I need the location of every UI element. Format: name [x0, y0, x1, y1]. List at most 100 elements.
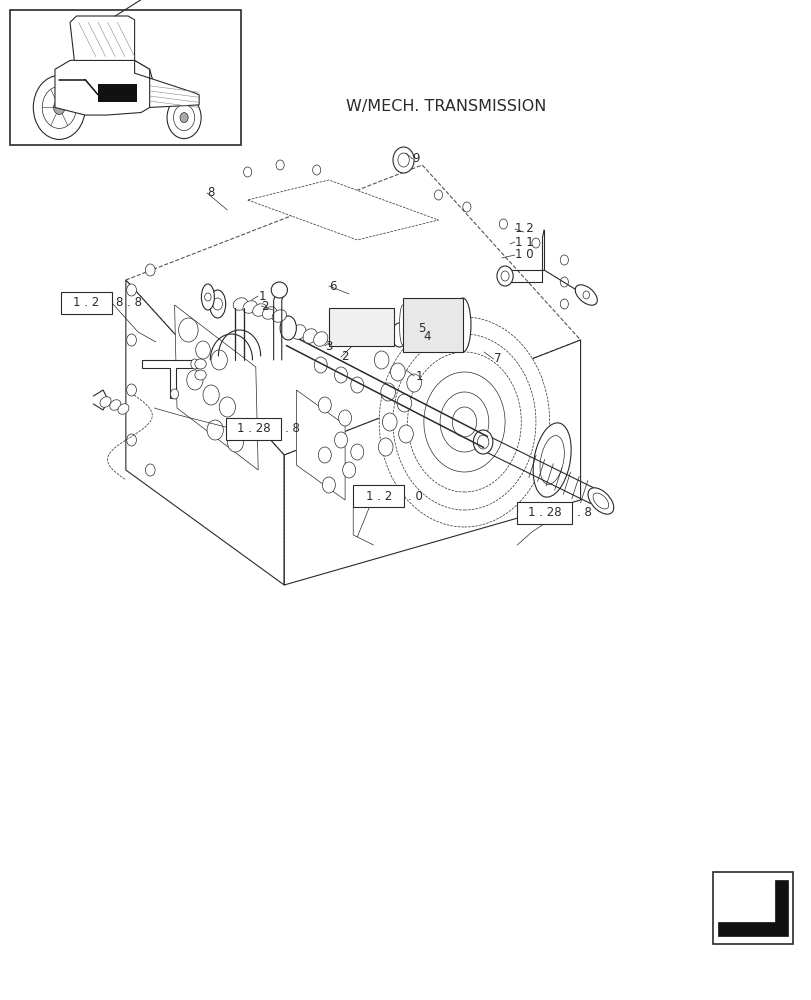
Circle shape: [334, 432, 347, 448]
Circle shape: [204, 293, 211, 301]
Text: 1: 1: [415, 369, 423, 382]
Ellipse shape: [242, 301, 257, 313]
Circle shape: [195, 341, 210, 359]
Circle shape: [334, 367, 347, 383]
Circle shape: [127, 434, 136, 446]
Circle shape: [318, 397, 331, 413]
Ellipse shape: [424, 338, 439, 352]
Ellipse shape: [313, 332, 328, 346]
Circle shape: [407, 352, 521, 492]
Ellipse shape: [195, 370, 206, 380]
Text: . 0: . 0: [408, 489, 423, 502]
Polygon shape: [296, 390, 345, 500]
Polygon shape: [174, 305, 258, 470]
Bar: [328, 308, 393, 346]
Ellipse shape: [412, 334, 427, 348]
Ellipse shape: [303, 329, 317, 343]
Polygon shape: [284, 340, 580, 585]
Polygon shape: [126, 280, 284, 585]
Ellipse shape: [587, 488, 613, 514]
Circle shape: [127, 384, 136, 396]
Circle shape: [174, 105, 195, 131]
Circle shape: [145, 264, 155, 276]
Text: 1 . 28: 1 . 28: [527, 506, 561, 520]
Circle shape: [203, 385, 219, 405]
Circle shape: [342, 462, 355, 478]
Text: 4: 4: [423, 330, 431, 344]
Circle shape: [127, 284, 136, 296]
Circle shape: [382, 413, 397, 431]
Polygon shape: [717, 880, 787, 936]
Circle shape: [560, 255, 568, 265]
Circle shape: [227, 432, 243, 452]
Bar: [225, 418, 281, 440]
Ellipse shape: [262, 307, 277, 319]
Circle shape: [560, 277, 568, 287]
Ellipse shape: [391, 323, 407, 347]
Bar: [517, 502, 572, 524]
Ellipse shape: [271, 282, 287, 298]
Circle shape: [178, 318, 198, 342]
Circle shape: [207, 420, 223, 440]
Circle shape: [423, 372, 504, 472]
Circle shape: [500, 271, 508, 281]
Circle shape: [219, 397, 235, 417]
Circle shape: [145, 464, 155, 476]
Circle shape: [393, 334, 535, 510]
Text: 3: 3: [324, 340, 332, 353]
Text: 9: 9: [412, 152, 419, 165]
Circle shape: [42, 86, 76, 128]
Text: . 8: . 8: [285, 422, 299, 435]
Ellipse shape: [233, 298, 247, 310]
Circle shape: [531, 238, 539, 248]
Ellipse shape: [252, 304, 267, 316]
Circle shape: [406, 374, 421, 392]
Ellipse shape: [592, 493, 608, 509]
Text: W/MECH. TRANSMISSION: W/MECH. TRANSMISSION: [346, 100, 546, 114]
Circle shape: [167, 97, 201, 139]
Circle shape: [170, 389, 178, 399]
Bar: [712, 872, 792, 944]
Circle shape: [318, 447, 331, 463]
Ellipse shape: [201, 284, 214, 310]
Ellipse shape: [400, 331, 414, 345]
Ellipse shape: [195, 359, 206, 369]
Circle shape: [191, 359, 199, 369]
Circle shape: [440, 392, 488, 452]
Circle shape: [374, 351, 388, 369]
Circle shape: [434, 190, 442, 200]
Text: . 8: . 8: [576, 506, 590, 520]
Bar: [61, 292, 112, 314]
Circle shape: [379, 317, 549, 527]
Polygon shape: [55, 58, 156, 115]
Circle shape: [212, 298, 222, 310]
Bar: [353, 485, 404, 507]
Text: 1 2: 1 2: [514, 223, 533, 235]
Circle shape: [393, 147, 414, 173]
Circle shape: [390, 363, 405, 381]
Circle shape: [187, 370, 203, 390]
Ellipse shape: [100, 397, 111, 407]
Text: 8 . 8: 8 . 8: [116, 296, 142, 309]
Polygon shape: [70, 16, 135, 60]
Circle shape: [350, 444, 363, 460]
Ellipse shape: [280, 316, 296, 340]
Ellipse shape: [399, 305, 406, 345]
Ellipse shape: [539, 436, 564, 484]
Text: 1 . 28: 1 . 28: [236, 422, 270, 435]
Text: 1 1: 1 1: [514, 235, 533, 248]
Polygon shape: [142, 360, 197, 398]
Circle shape: [397, 153, 409, 167]
Ellipse shape: [109, 400, 121, 410]
Circle shape: [180, 113, 188, 123]
Circle shape: [350, 377, 363, 393]
Ellipse shape: [533, 423, 570, 497]
Text: 1 . 2: 1 . 2: [365, 489, 392, 502]
Circle shape: [211, 350, 227, 370]
Polygon shape: [126, 165, 580, 455]
Circle shape: [54, 100, 65, 114]
Polygon shape: [247, 180, 438, 240]
Bar: [402, 298, 462, 352]
Circle shape: [462, 202, 470, 212]
Ellipse shape: [454, 298, 470, 352]
